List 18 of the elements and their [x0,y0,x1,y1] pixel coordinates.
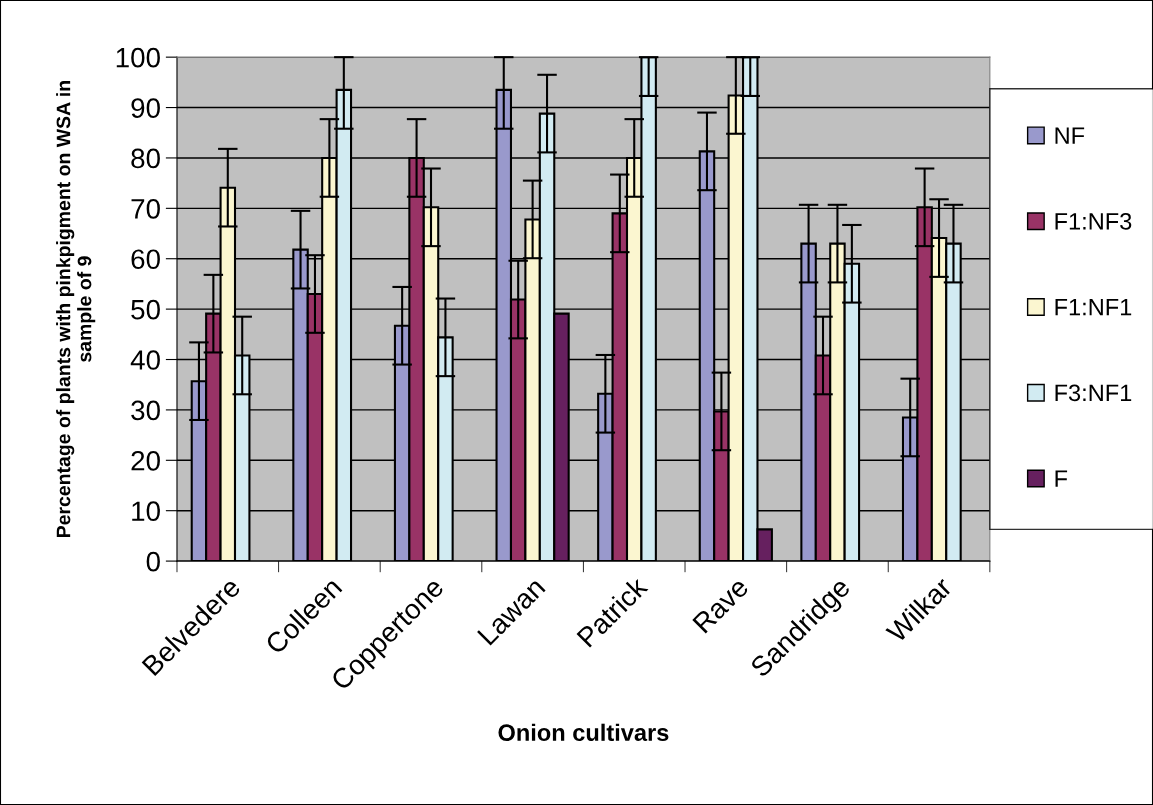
y-tick-label: 60 [131,249,160,270]
y-tick-label: 90 [131,98,160,118]
y-tick-label: 40 [130,350,160,370]
legend-label: F [1055,470,1068,487]
y-tick-label: 80 [131,148,160,169]
y-tick-label: 30 [131,400,160,421]
y-axis-title: Percentage of plants with pinkpigment on WSA in sample of 9 [56,81,96,537]
y-tick-label: 10 [132,501,160,522]
x-axis-title: Onion cultivars [498,723,669,742]
y-tick-label: 20 [131,450,160,471]
legend-label: NF [1055,127,1085,144]
y-tick-label: 100 [116,47,160,68]
legend-label: F3:NF1 [1055,384,1132,402]
y-tick-label: 70 [131,199,160,219]
y-tick-label: 50 [131,299,160,320]
legend-label: F1:NF3 [1055,212,1132,230]
y-tick-label: 0 [146,551,160,572]
legend-label: F1:NF1 [1055,298,1132,316]
